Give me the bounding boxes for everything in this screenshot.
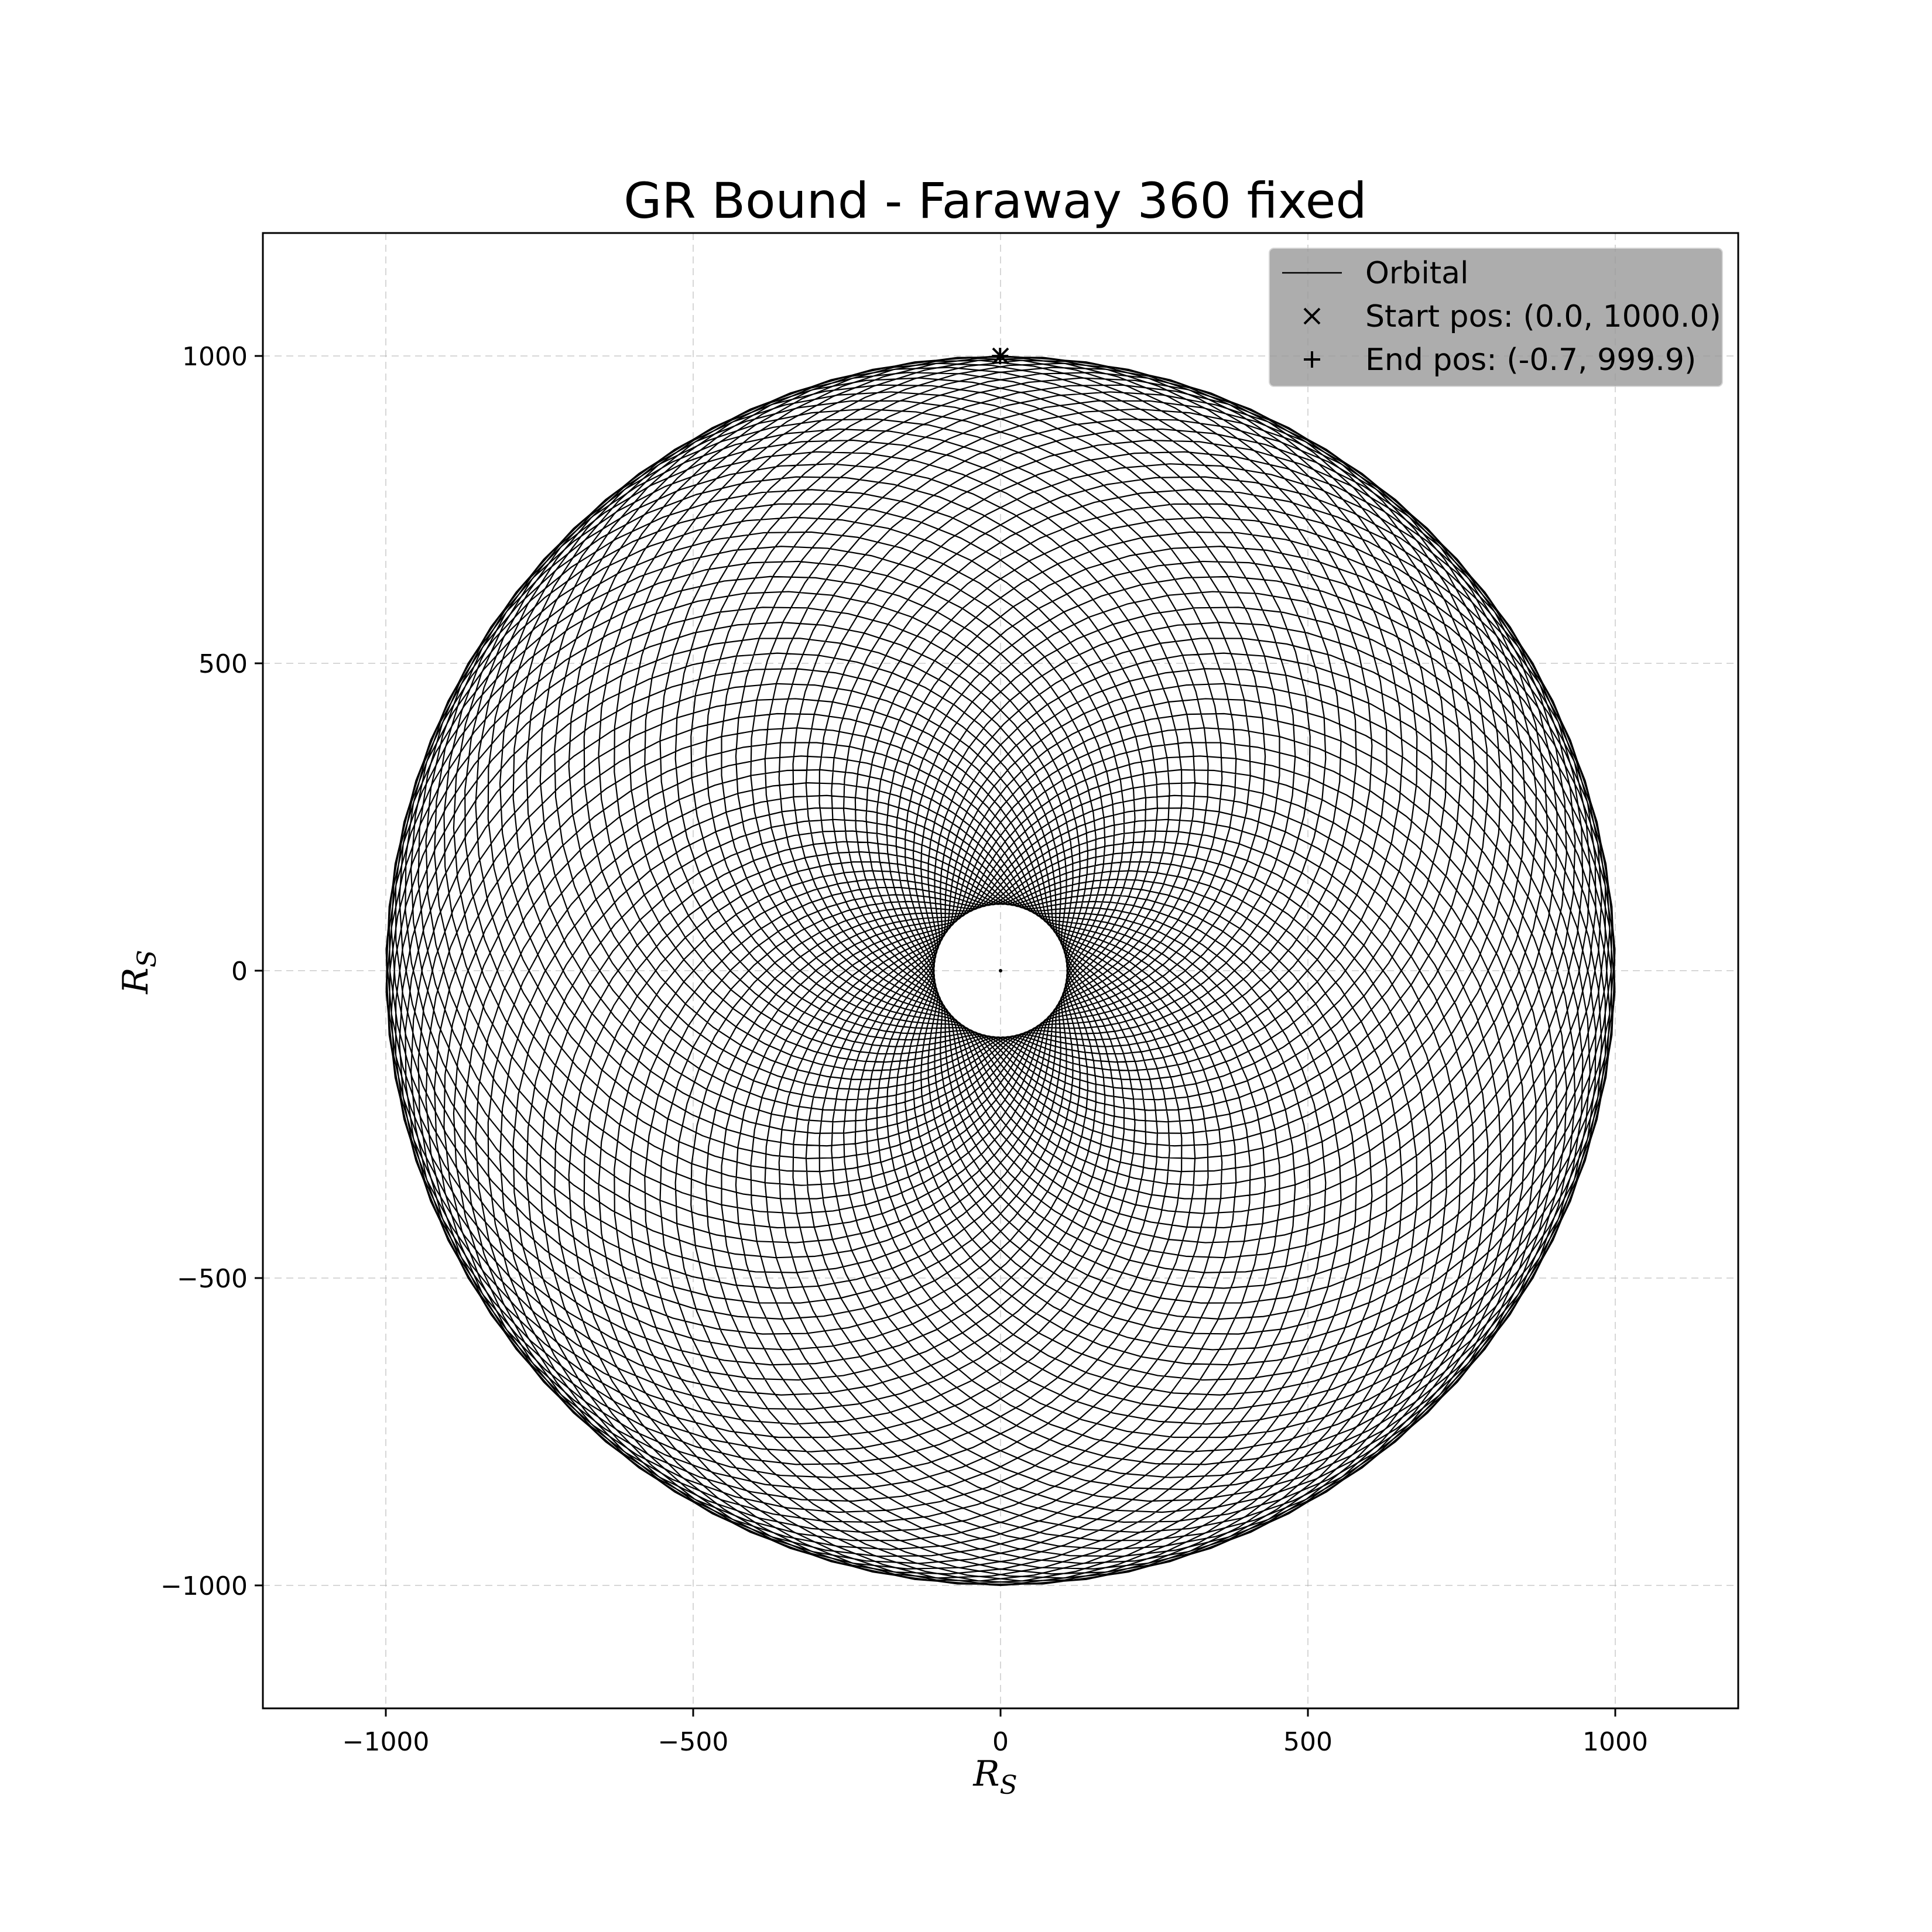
- y-tick-label: −500: [177, 1264, 248, 1294]
- y-tick-label: 500: [198, 649, 248, 679]
- x-tick-label: 0: [992, 1727, 1009, 1757]
- legend-x-marker: [1303, 307, 1321, 325]
- chart-title: GR Bound - Faraway 360 fixed: [624, 172, 1366, 229]
- x-tick-label: 1000: [1582, 1727, 1648, 1757]
- x-axis: −1000 −500 0 500 1000: [342, 1708, 1648, 1757]
- legend-entry-start: Start pos: (0.0, 1000.0): [1365, 299, 1721, 334]
- legend: Orbital Start pos: (0.0, 1000.0) End pos…: [1269, 248, 1723, 387]
- x-tick-label: 500: [1283, 1727, 1332, 1757]
- legend-entry-end: End pos: (-0.7, 999.9): [1365, 342, 1696, 378]
- y-tick-label: 0: [231, 957, 248, 986]
- x-tick-label: −500: [658, 1727, 729, 1757]
- y-tick-label: −1000: [160, 1571, 248, 1601]
- center-point: [999, 969, 1002, 972]
- x-axis-label: RS: [972, 1753, 1017, 1800]
- end-point-marker: [992, 348, 1009, 365]
- y-tick-label: 1000: [182, 342, 248, 372]
- y-axis-label: RS: [115, 950, 162, 994]
- legend-entry-orbital: Orbital: [1365, 256, 1468, 291]
- x-tick-label: −1000: [342, 1727, 430, 1757]
- legend-plus-marker: [1304, 351, 1320, 368]
- y-axis: −1000 −500 0 500 1000: [160, 342, 263, 1601]
- orbit-layer: [385, 347, 1616, 1587]
- legend-box: [1269, 248, 1723, 387]
- orbit-line: [385, 355, 1616, 1587]
